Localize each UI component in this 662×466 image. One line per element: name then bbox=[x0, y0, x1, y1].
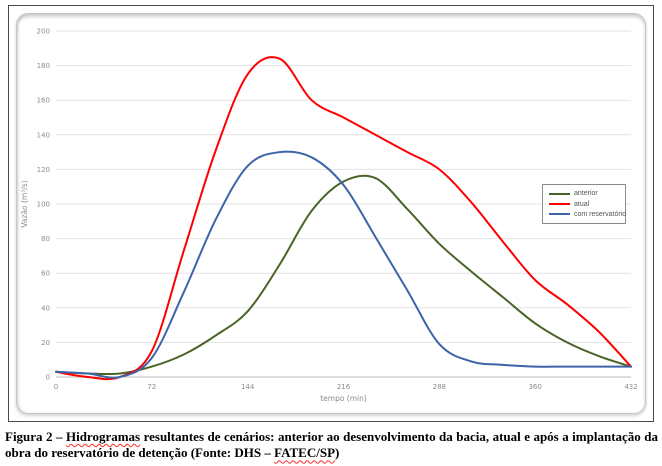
curve-anterior bbox=[55, 174, 632, 376]
y-tick-label: 200 bbox=[37, 28, 50, 36]
y-tick-label: 20 bbox=[41, 339, 50, 347]
figure-border: 0 20 40 60 80 100 120 140 160 180 200 0 72 144 216 288 3… bbox=[8, 5, 654, 422]
legend-item: atual bbox=[549, 201, 623, 208]
x-tick-label: 72 bbox=[147, 383, 156, 391]
caption-suffix: ) bbox=[335, 445, 340, 461]
legend-line-swatch bbox=[549, 192, 570, 195]
x-tick-label: 144 bbox=[241, 383, 255, 391]
legend-label: atual bbox=[574, 200, 590, 208]
y-tick-label: 120 bbox=[37, 166, 50, 174]
x-tick-label: 288 bbox=[433, 383, 446, 391]
curve-com-reservatorio bbox=[55, 150, 632, 379]
caption-word-hidrogramas: Hidrogramas bbox=[65, 429, 141, 444]
y-tick-label: 60 bbox=[41, 270, 50, 278]
figure-caption: Figura 2 – Hidrogramas resultantes de ce… bbox=[5, 429, 658, 462]
legend: anterior atual com reservatório bbox=[542, 184, 626, 224]
caption-source-word: FATEC/SP bbox=[274, 445, 336, 461]
x-tick-label: 216 bbox=[337, 383, 351, 391]
chart-svg: 0 20 40 60 80 100 120 140 160 180 200 0 72 144 216 288 3… bbox=[20, 28, 638, 404]
y-tick-label: 0 bbox=[46, 374, 50, 382]
legend-item: com reservatório bbox=[549, 210, 627, 218]
chart-frame: 0 20 40 60 80 100 120 140 160 180 200 0 72 144 216 288 3… bbox=[16, 13, 646, 414]
x-tick-label: 0 bbox=[54, 383, 58, 391]
y-tick-label: 80 bbox=[41, 235, 50, 243]
x-tick-label: 360 bbox=[528, 383, 541, 391]
x-axis-title: tempo (min) bbox=[320, 394, 367, 403]
y-tick-label: 100 bbox=[37, 201, 50, 209]
caption-figure-label: Figura 2 – bbox=[5, 429, 66, 444]
legend-item: anterior bbox=[549, 190, 623, 197]
caption-body-text: resultantes de cenários: anterior ao des… bbox=[5, 429, 658, 461]
legend-line-swatch bbox=[549, 203, 570, 205]
y-tick-label: 180 bbox=[37, 62, 50, 70]
y-tick-label: 160 bbox=[37, 97, 50, 105]
legend-label: com reservatório bbox=[574, 210, 627, 218]
legend-label: anterior bbox=[574, 190, 598, 198]
y-tick-label: 40 bbox=[41, 304, 50, 312]
legend-line-swatch bbox=[549, 213, 570, 216]
y-axis-title: Vazão (m³/s) bbox=[20, 180, 29, 227]
y-tick-label: 140 bbox=[37, 131, 50, 139]
curve-atual bbox=[55, 56, 632, 381]
x-tick-label: 432 bbox=[624, 383, 637, 391]
